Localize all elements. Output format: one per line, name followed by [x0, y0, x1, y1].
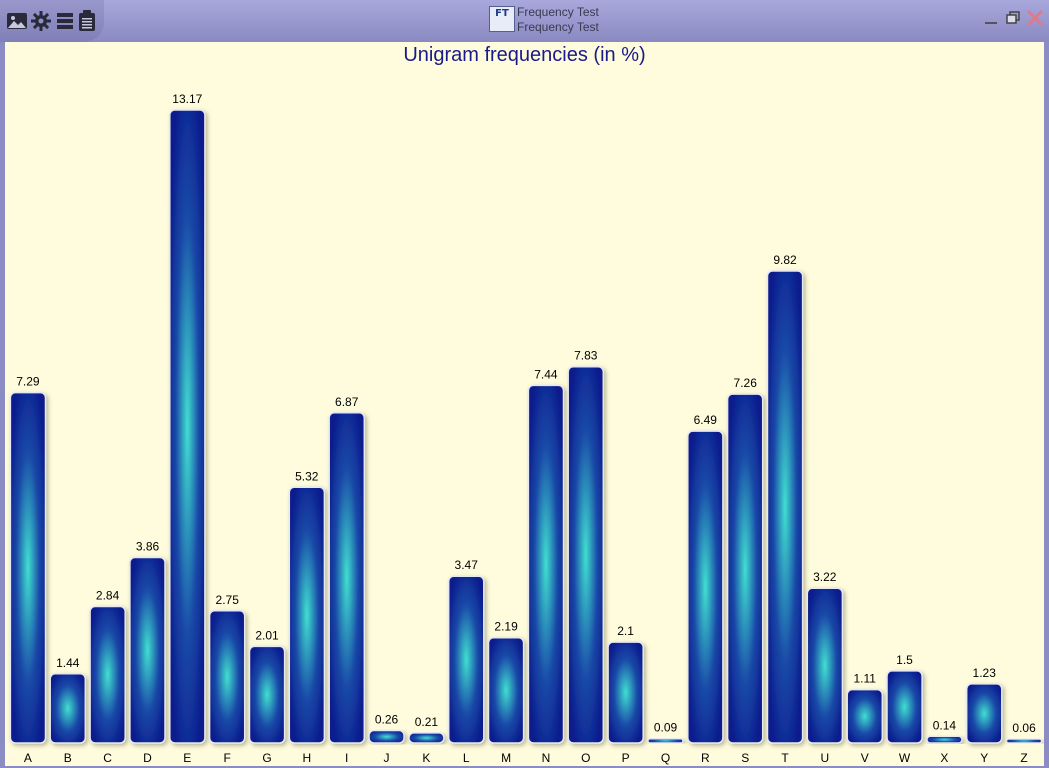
window-subtitle: Frequency Test: [517, 20, 599, 34]
value-label-Z: 0.06: [1012, 721, 1036, 735]
bar-B: [49, 673, 87, 744]
value-label-B: 1.44: [56, 656, 80, 670]
category-label-S: S: [741, 751, 749, 765]
category-label-C: C: [103, 751, 112, 765]
list-icon[interactable]: [54, 10, 76, 32]
bar-J: [368, 729, 405, 744]
value-label-Q: 0.09: [654, 721, 678, 735]
bar-W: [886, 670, 923, 744]
value-label-L: 3.47: [455, 558, 479, 572]
category-label-W: W: [899, 751, 911, 765]
bar-Y: [965, 683, 1003, 744]
bar-A: [9, 391, 47, 744]
bar-N: [527, 384, 565, 744]
title-bar: FT Frequency Test Frequency Test: [0, 0, 1049, 42]
category-label-J: J: [384, 751, 390, 765]
category-label-R: R: [701, 751, 710, 765]
value-label-Y: 1.23: [973, 666, 997, 680]
value-label-X: 0.14: [933, 718, 957, 732]
category-label-F: F: [224, 751, 231, 765]
value-label-M: 2.19: [494, 620, 518, 634]
category-label-A: A: [24, 751, 32, 765]
bar-H: [288, 486, 326, 744]
minimize-button[interactable]: [982, 8, 1000, 28]
bar-R: [687, 430, 724, 744]
value-label-U: 3.22: [813, 570, 837, 584]
value-label-H: 5.32: [295, 469, 319, 483]
bar-S: [726, 393, 764, 744]
app-logo: FT: [489, 6, 515, 32]
category-label-X: X: [940, 751, 948, 765]
value-label-N: 7.44: [534, 367, 558, 381]
category-label-N: N: [542, 751, 551, 765]
value-label-D: 3.86: [136, 540, 160, 554]
bar-U: [806, 587, 844, 744]
bar-O: [567, 365, 605, 744]
value-label-G: 2.01: [255, 628, 279, 642]
value-label-E: 13.17: [172, 92, 202, 106]
bar-X: [926, 735, 963, 744]
bar-I: [328, 412, 366, 744]
bar-K: [408, 732, 445, 744]
bar-T: [766, 270, 804, 744]
bar-M: [487, 636, 525, 744]
bar-D: [129, 556, 166, 744]
category-label-M: M: [501, 751, 511, 765]
clipboard-icon[interactable]: [76, 10, 98, 32]
value-label-A: 7.29: [16, 375, 40, 389]
category-label-G: G: [262, 751, 271, 765]
gear-icon[interactable]: [30, 10, 52, 32]
category-label-U: U: [820, 751, 829, 765]
value-label-J: 0.26: [375, 713, 399, 727]
category-label-B: B: [64, 751, 72, 765]
value-label-W: 1.5: [896, 653, 913, 667]
bar-chart: 7.29 A 1.44 B 2.84 C 3.86 D 13.17 E 2.75 F 2.01 G 5.32…: [9, 92, 1043, 765]
bar-E: [169, 109, 206, 744]
value-label-O: 7.83: [574, 349, 598, 363]
category-label-P: P: [622, 751, 630, 765]
category-label-D: D: [143, 751, 152, 765]
value-label-V: 1.11: [853, 672, 876, 686]
category-label-O: O: [581, 751, 590, 765]
value-label-R: 6.49: [694, 413, 718, 427]
toolbar: [0, 0, 104, 42]
category-label-Y: Y: [980, 751, 988, 765]
restore-button[interactable]: [1004, 8, 1022, 28]
window-title: Frequency Test: [517, 5, 599, 19]
chart-title: Unigram frequencies (in %): [403, 44, 646, 66]
bar-L: [447, 575, 485, 744]
category-label-E: E: [183, 751, 191, 765]
category-label-I: I: [345, 751, 348, 765]
value-label-T: 9.82: [773, 253, 797, 267]
category-label-K: K: [422, 751, 430, 765]
bar-Z: [1005, 738, 1043, 744]
bar-Q: [647, 737, 684, 744]
value-label-F: 2.75: [216, 593, 240, 607]
category-label-V: V: [861, 751, 869, 765]
bar-C: [89, 605, 126, 744]
image-icon[interactable]: [6, 10, 28, 32]
category-label-Q: Q: [661, 751, 670, 765]
category-label-L: L: [463, 751, 470, 765]
close-button[interactable]: [1026, 8, 1044, 28]
category-label-H: H: [302, 751, 311, 765]
value-label-K: 0.21: [415, 715, 439, 729]
value-label-P: 2.1: [617, 624, 634, 638]
bar-G: [248, 645, 286, 744]
bar-V: [846, 688, 884, 744]
bar-F: [208, 610, 246, 744]
value-label-C: 2.84: [96, 589, 120, 603]
category-label-Z: Z: [1020, 751, 1027, 765]
category-label-T: T: [781, 751, 789, 765]
value-label-S: 7.26: [734, 376, 758, 390]
value-label-I: 6.87: [335, 395, 359, 409]
chart-area: Unigram frequencies (in %) 7.29 A 1.44 B 2.8…: [5, 42, 1044, 766]
bar-P: [607, 641, 644, 744]
